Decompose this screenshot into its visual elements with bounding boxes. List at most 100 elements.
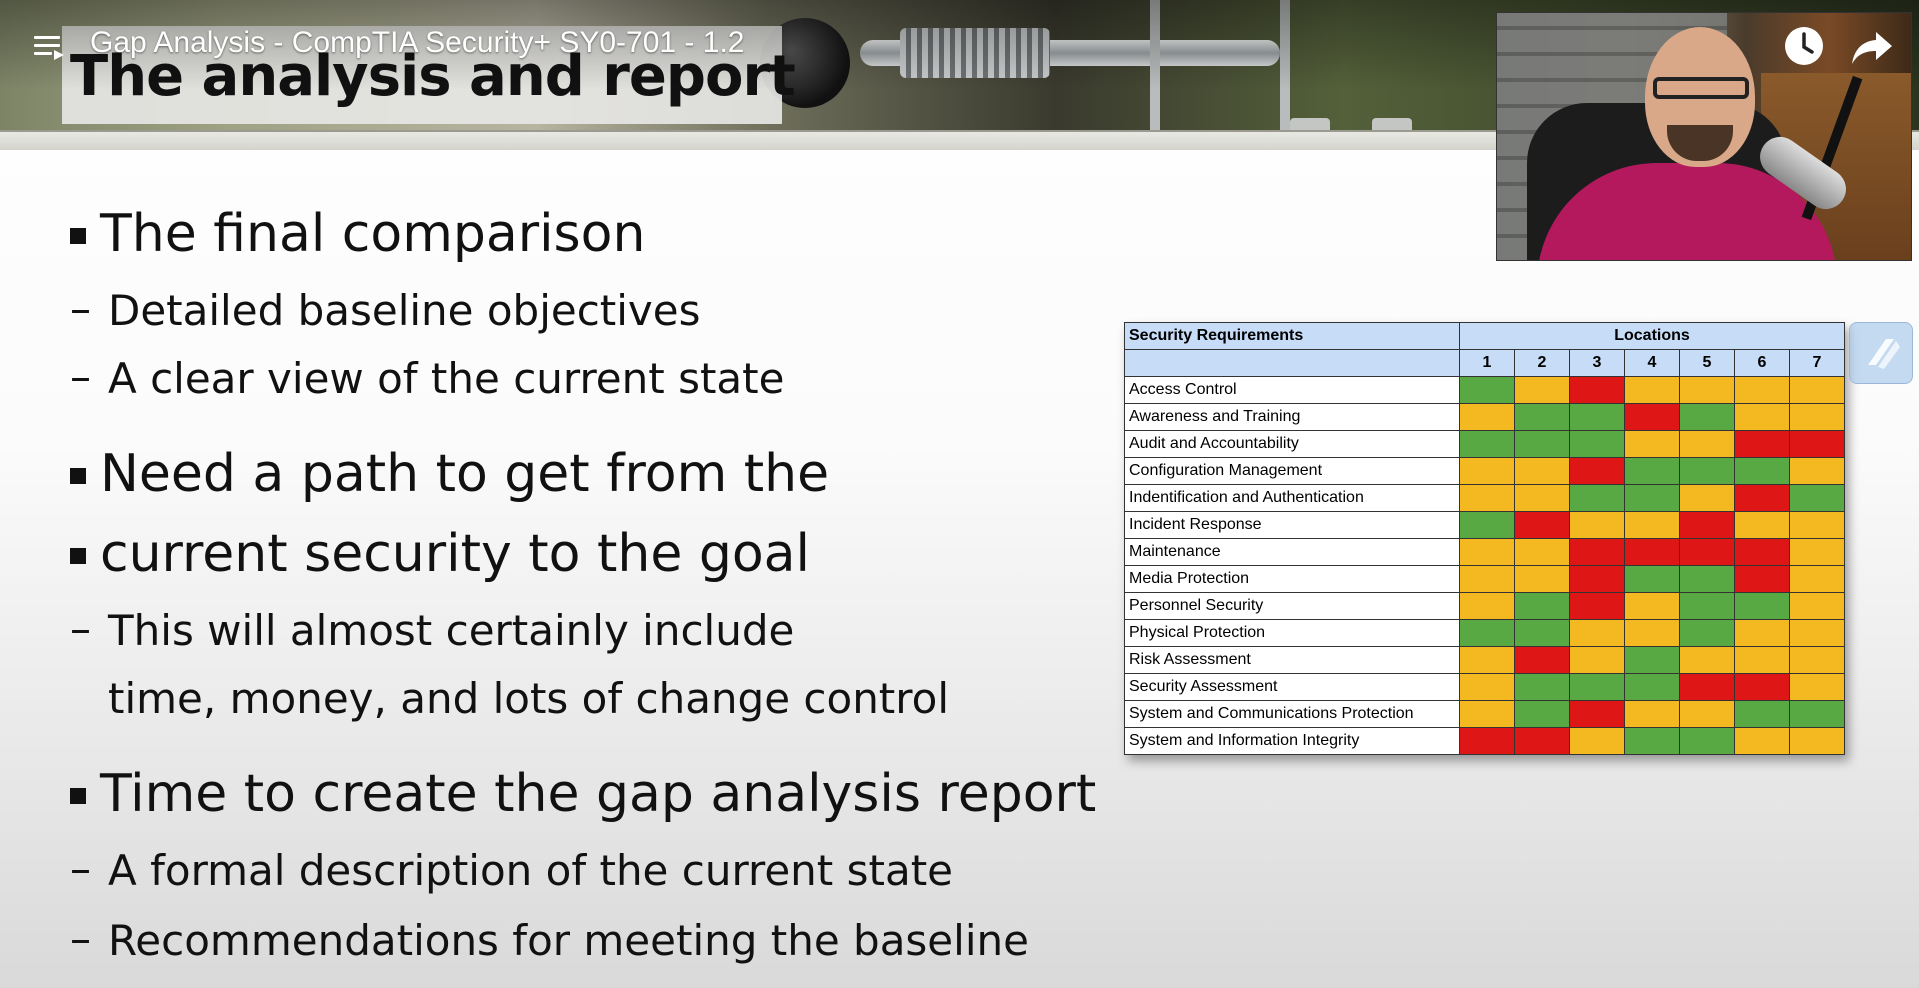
status-cell-green [1514,673,1570,701]
status-cell-yellow [1789,538,1845,566]
status-cell-green [1624,484,1680,512]
status-cell-yellow [1734,403,1790,431]
requirement-name: Risk Assessment [1124,646,1460,674]
video-title[interactable]: Gap Analysis - CompTIA Security+ SY0-701… [90,26,745,59]
latch-bracket-graphic [1150,0,1290,150]
status-cell-red [1569,700,1625,728]
status-cell-yellow [1734,646,1790,674]
status-cell-yellow [1789,592,1845,620]
status-cell-yellow [1459,700,1515,728]
bookmark-icon[interactable] [1849,322,1913,384]
status-cell-yellow [1789,511,1845,539]
status-cell-yellow [1459,484,1515,512]
table-row: Physical Protection [1124,619,1845,647]
locations-header: Locations [1459,322,1845,350]
requirement-name: Maintenance [1124,538,1460,566]
status-cell-yellow [1789,646,1845,674]
status-cell-yellow [1624,619,1680,647]
bullet-final-comparison: The final comparison [69,204,646,264]
requirement-name: Indentification and Authentication [1124,484,1460,512]
status-cell-red [1459,727,1515,755]
status-cell-green [1679,619,1735,647]
location-number: 2 [1514,349,1570,377]
status-cell-red [1569,376,1625,404]
status-cell-red [1624,538,1680,566]
table-row: System and Communications Protection [1124,700,1845,728]
status-cell-red [1734,538,1790,566]
status-cell-yellow [1734,727,1790,755]
table-row: Access Control [1124,376,1845,404]
status-cell-green [1624,673,1680,701]
requirements-header-blank [1124,349,1460,377]
status-cell-yellow [1459,403,1515,431]
status-cell-green [1569,673,1625,701]
status-cell-yellow [1734,376,1790,404]
requirement-name: Awareness and Training [1124,403,1460,431]
status-cell-green [1569,403,1625,431]
status-cell-yellow [1569,619,1625,647]
location-number: 6 [1734,349,1790,377]
status-cell-yellow [1679,700,1735,728]
status-cell-red [1679,673,1735,701]
status-cell-green [1514,430,1570,458]
status-cell-yellow [1459,565,1515,593]
status-cell-yellow [1569,646,1625,674]
status-cell-yellow [1459,457,1515,485]
bullet-create-report: Time to create the gap analysis report [69,764,1097,824]
status-cell-yellow [1624,700,1680,728]
table-row: System and Information Integrity [1124,727,1845,755]
status-cell-red [1789,430,1845,458]
requirement-name: Incident Response [1124,511,1460,539]
status-cell-green [1459,511,1515,539]
status-cell-yellow [1624,376,1680,404]
requirement-name: Audit and Accountability [1124,430,1460,458]
presenter-webcam [1496,12,1912,261]
status-cell-yellow [1459,538,1515,566]
status-cell-red [1734,565,1790,593]
status-cell-yellow [1734,511,1790,539]
status-cell-red [1679,511,1735,539]
status-cell-yellow [1514,376,1570,404]
status-cell-green [1679,403,1735,431]
sub-bullet: A clear view of the current state [108,354,785,403]
status-cell-yellow [1789,619,1845,647]
status-cell-yellow [1734,619,1790,647]
playlist-icon[interactable] [34,32,64,62]
status-cell-yellow [1789,376,1845,404]
status-cell-green [1514,700,1570,728]
table-row: Awareness and Training [1124,403,1845,431]
status-cell-yellow [1624,511,1680,539]
share-arrow-icon[interactable] [1850,24,1894,68]
location-number: 3 [1569,349,1625,377]
status-cell-red [1514,511,1570,539]
requirement-name: Media Protection [1124,565,1460,593]
status-cell-red [1514,727,1570,755]
requirement-name: Access Control [1124,376,1460,404]
status-cell-red [1624,403,1680,431]
status-cell-red [1734,484,1790,512]
slide-title: The analysis and report [70,44,796,109]
status-cell-green [1624,727,1680,755]
location-number: 5 [1679,349,1735,377]
status-cell-red [1569,457,1625,485]
location-number: 4 [1624,349,1680,377]
status-cell-yellow [1679,376,1735,404]
location-number: 7 [1789,349,1845,377]
clock-icon[interactable] [1782,24,1826,68]
status-cell-yellow [1459,646,1515,674]
table-row: Configuration Management [1124,457,1845,485]
status-cell-green [1734,592,1790,620]
requirement-name: Personnel Security [1124,592,1460,620]
table-row: Risk Assessment [1124,646,1845,674]
status-cell-red [1514,646,1570,674]
sub-bullet: This will almost certainly include [108,606,795,655]
requirement-name: Physical Protection [1124,619,1460,647]
status-cell-green [1734,700,1790,728]
status-cell-red [1569,538,1625,566]
status-cell-yellow [1459,592,1515,620]
status-cell-green [1459,619,1515,647]
status-cell-green [1789,700,1845,728]
latch-spring-graphic [900,28,1050,78]
status-cell-green [1624,646,1680,674]
